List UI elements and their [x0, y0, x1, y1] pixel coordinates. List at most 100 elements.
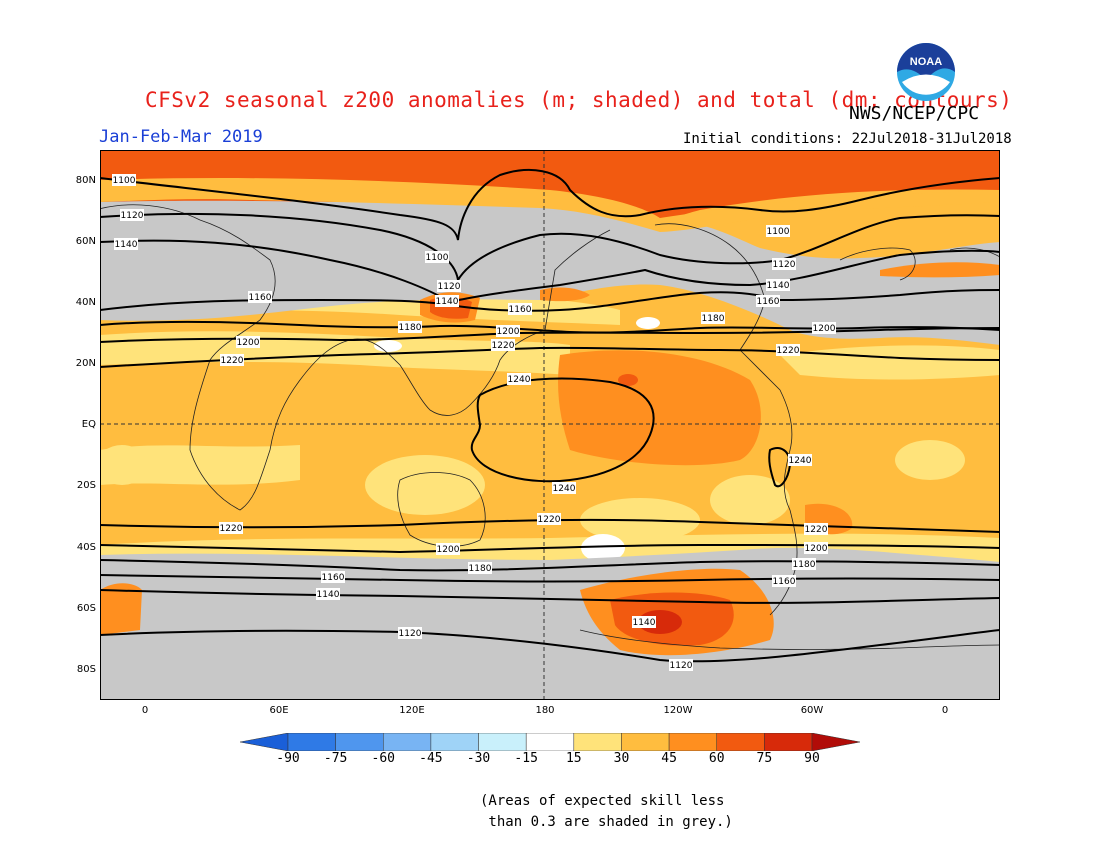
colorbar-tick-label: 75 — [756, 751, 773, 766]
anomaly-15-30-south-africa — [100, 445, 300, 485]
anomaly-15-30-band-north — [100, 331, 570, 375]
skill-note: (Areas of expected skill less than 0.3 a… — [480, 791, 733, 833]
colorbar-tick-label: -75 — [323, 751, 348, 766]
lon-label-120w: 120W — [663, 705, 693, 716]
contour-1140-south — [100, 589, 1000, 604]
anomaly-pacific-45-60 — [558, 350, 761, 466]
skill-note-line-2: than 0.3 are shaded in grey.) — [480, 814, 733, 830]
colorbar-segment — [478, 733, 527, 751]
contour-label-1160a: 1160 — [249, 293, 272, 303]
lat-label-eq: EQ — [81, 419, 96, 430]
contour-label-1140b: 1140 — [436, 297, 459, 307]
initial-conditions: Initial conditions: 22Jul2018-31Jul2018 — [683, 131, 1012, 147]
anomaly-pacific-60-75 — [618, 374, 638, 386]
contour-label-1200c: 1200 — [813, 324, 836, 334]
colorbar-segment — [335, 733, 384, 751]
lat-label-80n: 80N — [75, 175, 96, 186]
contour-1180-south — [100, 559, 1000, 572]
contour-1100 — [100, 169, 1000, 241]
map-title: CFSv2 seasonal z200 anomalies (m; shaded… — [145, 88, 1013, 112]
contour-label-1140e: 1140 — [633, 618, 656, 628]
colorbar-tick-label: -90 — [276, 751, 300, 766]
contour-label-1180d: 1180 — [469, 564, 492, 574]
forecast-period: Jan-Feb-Mar 2019 — [99, 127, 263, 147]
anomaly-arctic-band — [100, 150, 1000, 225]
contour-label-1120b: 1120 — [438, 282, 461, 292]
anomaly-colorbar — [240, 733, 860, 751]
anomaly-near-zero-spot-1 — [581, 534, 625, 562]
contour-label-1160e: 1160 — [773, 577, 796, 587]
contour-label-1220a: 1220 — [221, 356, 244, 366]
lat-label-40s: 40S — [76, 542, 96, 553]
lon-label-0-west: 0 — [141, 705, 149, 716]
colorbar-tick-label: -45 — [419, 751, 443, 766]
svg-text:NOAA: NOAA — [910, 56, 942, 68]
anomaly-15-30-blob-4 — [710, 475, 790, 525]
contour-label-1240a: 1240 — [508, 375, 531, 385]
lat-label-80s: 80S — [76, 664, 96, 675]
colorbar-segment — [430, 733, 479, 751]
contour-1120 — [100, 212, 1000, 283]
colorbar-segment — [716, 733, 765, 751]
anomaly-15-30-blob-1 — [100, 445, 147, 485]
lat-label-60n: 60N — [75, 236, 96, 247]
colorbar-tick-label: 60 — [708, 751, 725, 766]
colorbar-tick-label: -30 — [466, 751, 491, 766]
colorbar-segment — [764, 733, 813, 751]
contour-label-1140c: 1140 — [767, 281, 790, 291]
colorbar-segment — [240, 733, 289, 751]
contour-label-1140d: 1140 — [317, 590, 340, 600]
lon-label-60e: 60E — [269, 705, 289, 716]
contour-labels: 1100 1120 1140 1160 1180 1200 1220 1100 … — [112, 174, 836, 671]
lon-label-120e: 120E — [399, 705, 425, 716]
coastlines — [100, 204, 1000, 650]
contour-label-1120e: 1120 — [670, 661, 693, 671]
contour-label-1200a: 1200 — [237, 338, 260, 348]
contour-label-1180e: 1180 — [793, 560, 816, 570]
contour-1160 — [100, 289, 1000, 312]
contour-label-1160b: 1160 — [509, 305, 532, 315]
lat-label-60s: 60S — [76, 603, 96, 614]
grey-skill-mask-south — [100, 547, 1000, 700]
colorbar-segment — [525, 733, 575, 751]
colorbar-segment — [573, 733, 622, 751]
contour-label-1100a: 1100 — [113, 176, 136, 186]
contour-1160-south — [100, 574, 1000, 583]
contour-label-1140a: 1140 — [115, 240, 138, 250]
anomaly-map: 1100 1120 1140 1160 1180 1200 1220 1100 … — [100, 150, 1000, 700]
lat-label-20n: 20N — [75, 358, 96, 369]
anomaly-near-zero-spot-3 — [636, 317, 660, 329]
contour-1140 — [100, 239, 1000, 304]
contour-label-1200e: 1200 — [805, 544, 828, 554]
contour-label-1180a: 1180 — [399, 323, 422, 333]
anomaly-15-30-blob-3 — [365, 455, 485, 515]
colorbar-tick-label: 90 — [804, 751, 820, 766]
anomaly-arctic-band-inner — [100, 178, 1000, 232]
contour-1200 — [100, 327, 1000, 343]
contour-label-1180c: 1180 — [702, 314, 725, 324]
noaa-logo-icon: NOAA — [897, 43, 955, 101]
contour-label-1100b: 1100 — [426, 253, 449, 263]
lon-label-180: 180 — [535, 705, 555, 716]
colorbar-tick-label: -60 — [371, 751, 395, 766]
anomaly-15-30-blob-2 — [895, 440, 965, 480]
colorbar-tick-label: 45 — [661, 751, 677, 766]
contour-label-1160d: 1160 — [322, 573, 345, 583]
colorbar-segment — [287, 733, 336, 751]
contour-label-1120c: 1120 — [773, 260, 796, 270]
contour-label-1220b: 1220 — [492, 341, 515, 351]
contour-1240-south-america — [768, 447, 792, 488]
contour-label-1160c: 1160 — [757, 297, 780, 307]
contour-label-1240c: 1240 — [789, 456, 812, 466]
contour-label-1220f: 1220 — [805, 525, 828, 535]
colorbar-segment — [383, 733, 432, 751]
colorbar-segment — [621, 733, 670, 751]
contour-label-1200b: 1200 — [497, 327, 520, 337]
anomaly-near-zero-spot-2 — [374, 340, 402, 352]
contour-1240-west-pacific — [470, 377, 655, 483]
colorbar-segment — [811, 733, 860, 751]
colorbar-segment — [668, 733, 717, 751]
contour-1200-south — [100, 543, 1000, 554]
contour-label-1120a: 1120 — [121, 211, 144, 221]
lon-label-60w: 60W — [800, 705, 824, 716]
